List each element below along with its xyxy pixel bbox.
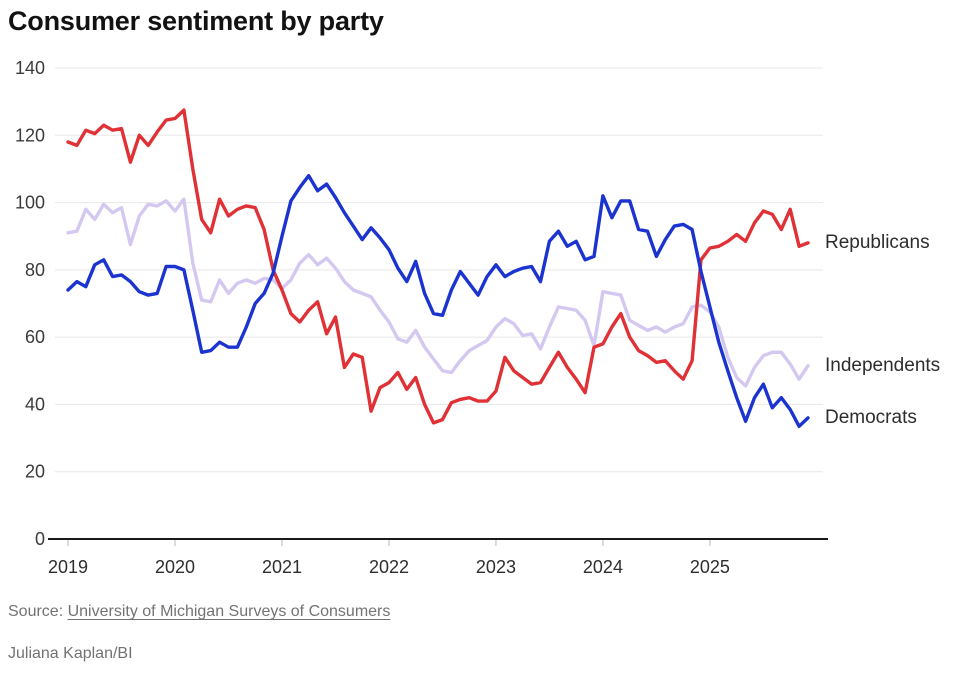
y-axis-tick-label: 120 (15, 125, 45, 145)
y-axis-tick-label: 0 (35, 529, 45, 549)
y-axis-tick-label: 60 (25, 327, 45, 347)
source-line: Source: University of Michigan Surveys o… (8, 603, 390, 621)
y-axis-tick-label: 140 (15, 58, 45, 78)
y-axis-tick-label: 80 (25, 260, 45, 280)
y-axis-tick-label: 40 (25, 394, 45, 414)
series-line-democrats (66, 173, 810, 428)
series-label-republicans: Republicans (825, 231, 930, 253)
source-link[interactable]: University of Michigan Surveys of Consum… (67, 603, 391, 620)
y-axis-tick-label: 100 (15, 193, 45, 213)
byline: Juliana Kaplan/BI (8, 645, 133, 662)
x-axis-tick-label: 2024 (583, 557, 623, 577)
x-axis-tick-label: 2022 (369, 557, 409, 577)
x-axis-tick-label: 2025 (690, 557, 730, 577)
series-line-independents (66, 197, 810, 388)
series-label-democrats: Democrats (825, 406, 917, 428)
series-label-independents: Independents (825, 354, 941, 376)
chart-title: Consumer sentiment by party (8, 6, 384, 36)
y-axis-tick-label: 20 (25, 462, 45, 482)
series-line-republicans (66, 108, 810, 425)
x-axis-tick-label: 2019 (48, 557, 88, 577)
x-axis-tick-label: 2021 (262, 557, 302, 577)
source-prefix: Source: (8, 603, 68, 620)
x-axis-tick-label: 2023 (476, 557, 516, 577)
x-axis-tick-label: 2020 (155, 557, 195, 577)
